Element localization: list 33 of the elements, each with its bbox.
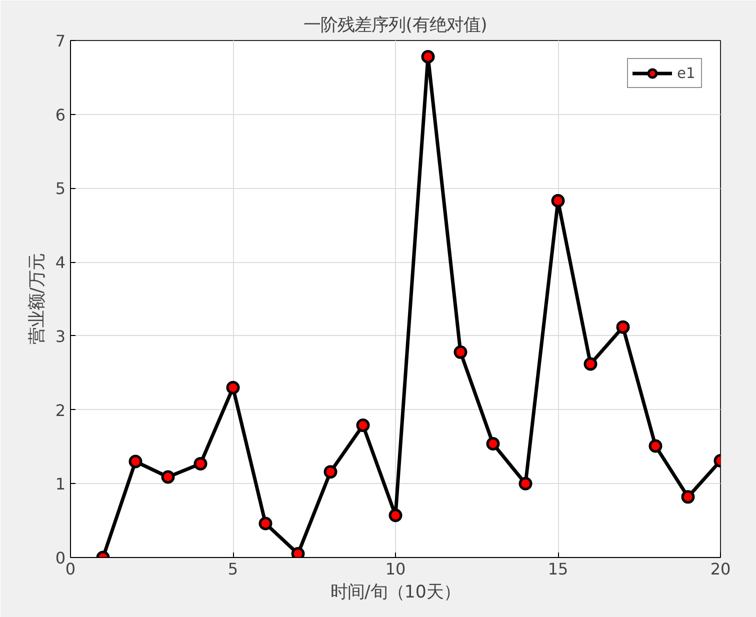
- y-tick-label: 1: [55, 474, 66, 494]
- x-tick-label: 20: [710, 560, 731, 578]
- point: [518, 476, 532, 490]
- point: [194, 456, 208, 470]
- point: [681, 490, 695, 504]
- x-tick-label: 5: [228, 560, 238, 578]
- x-axis-title: 时间/旬（10天）: [330, 582, 460, 602]
- point: [291, 547, 305, 558]
- point: [648, 439, 662, 453]
- y-tick-label: 6: [55, 105, 66, 124]
- point: [388, 508, 402, 522]
- point: [616, 320, 630, 334]
- point: [421, 50, 435, 64]
- x-tick-label: 10: [385, 560, 406, 578]
- chart-title: 一阶残差序列(有绝对值): [304, 16, 488, 36]
- point: [226, 380, 240, 394]
- y-tick-label: 3: [55, 326, 66, 346]
- y-tick-label: 4: [55, 253, 66, 272]
- point: [486, 437, 500, 450]
- point: [324, 465, 338, 479]
- y-tick-label: 7: [55, 32, 66, 50]
- point: [128, 454, 142, 468]
- point: [258, 516, 272, 530]
- point: [551, 194, 565, 208]
- point: [356, 418, 370, 432]
- point: [584, 357, 598, 371]
- legend-label: e1: [677, 64, 696, 82]
- x-tick-label: 15: [548, 560, 568, 578]
- point: [454, 345, 468, 359]
- y-tick-label: 2: [55, 400, 66, 420]
- y-tick-label: 5: [55, 179, 66, 198]
- point: [161, 470, 175, 484]
- y-axis-title: 营业额/万元: [27, 254, 48, 344]
